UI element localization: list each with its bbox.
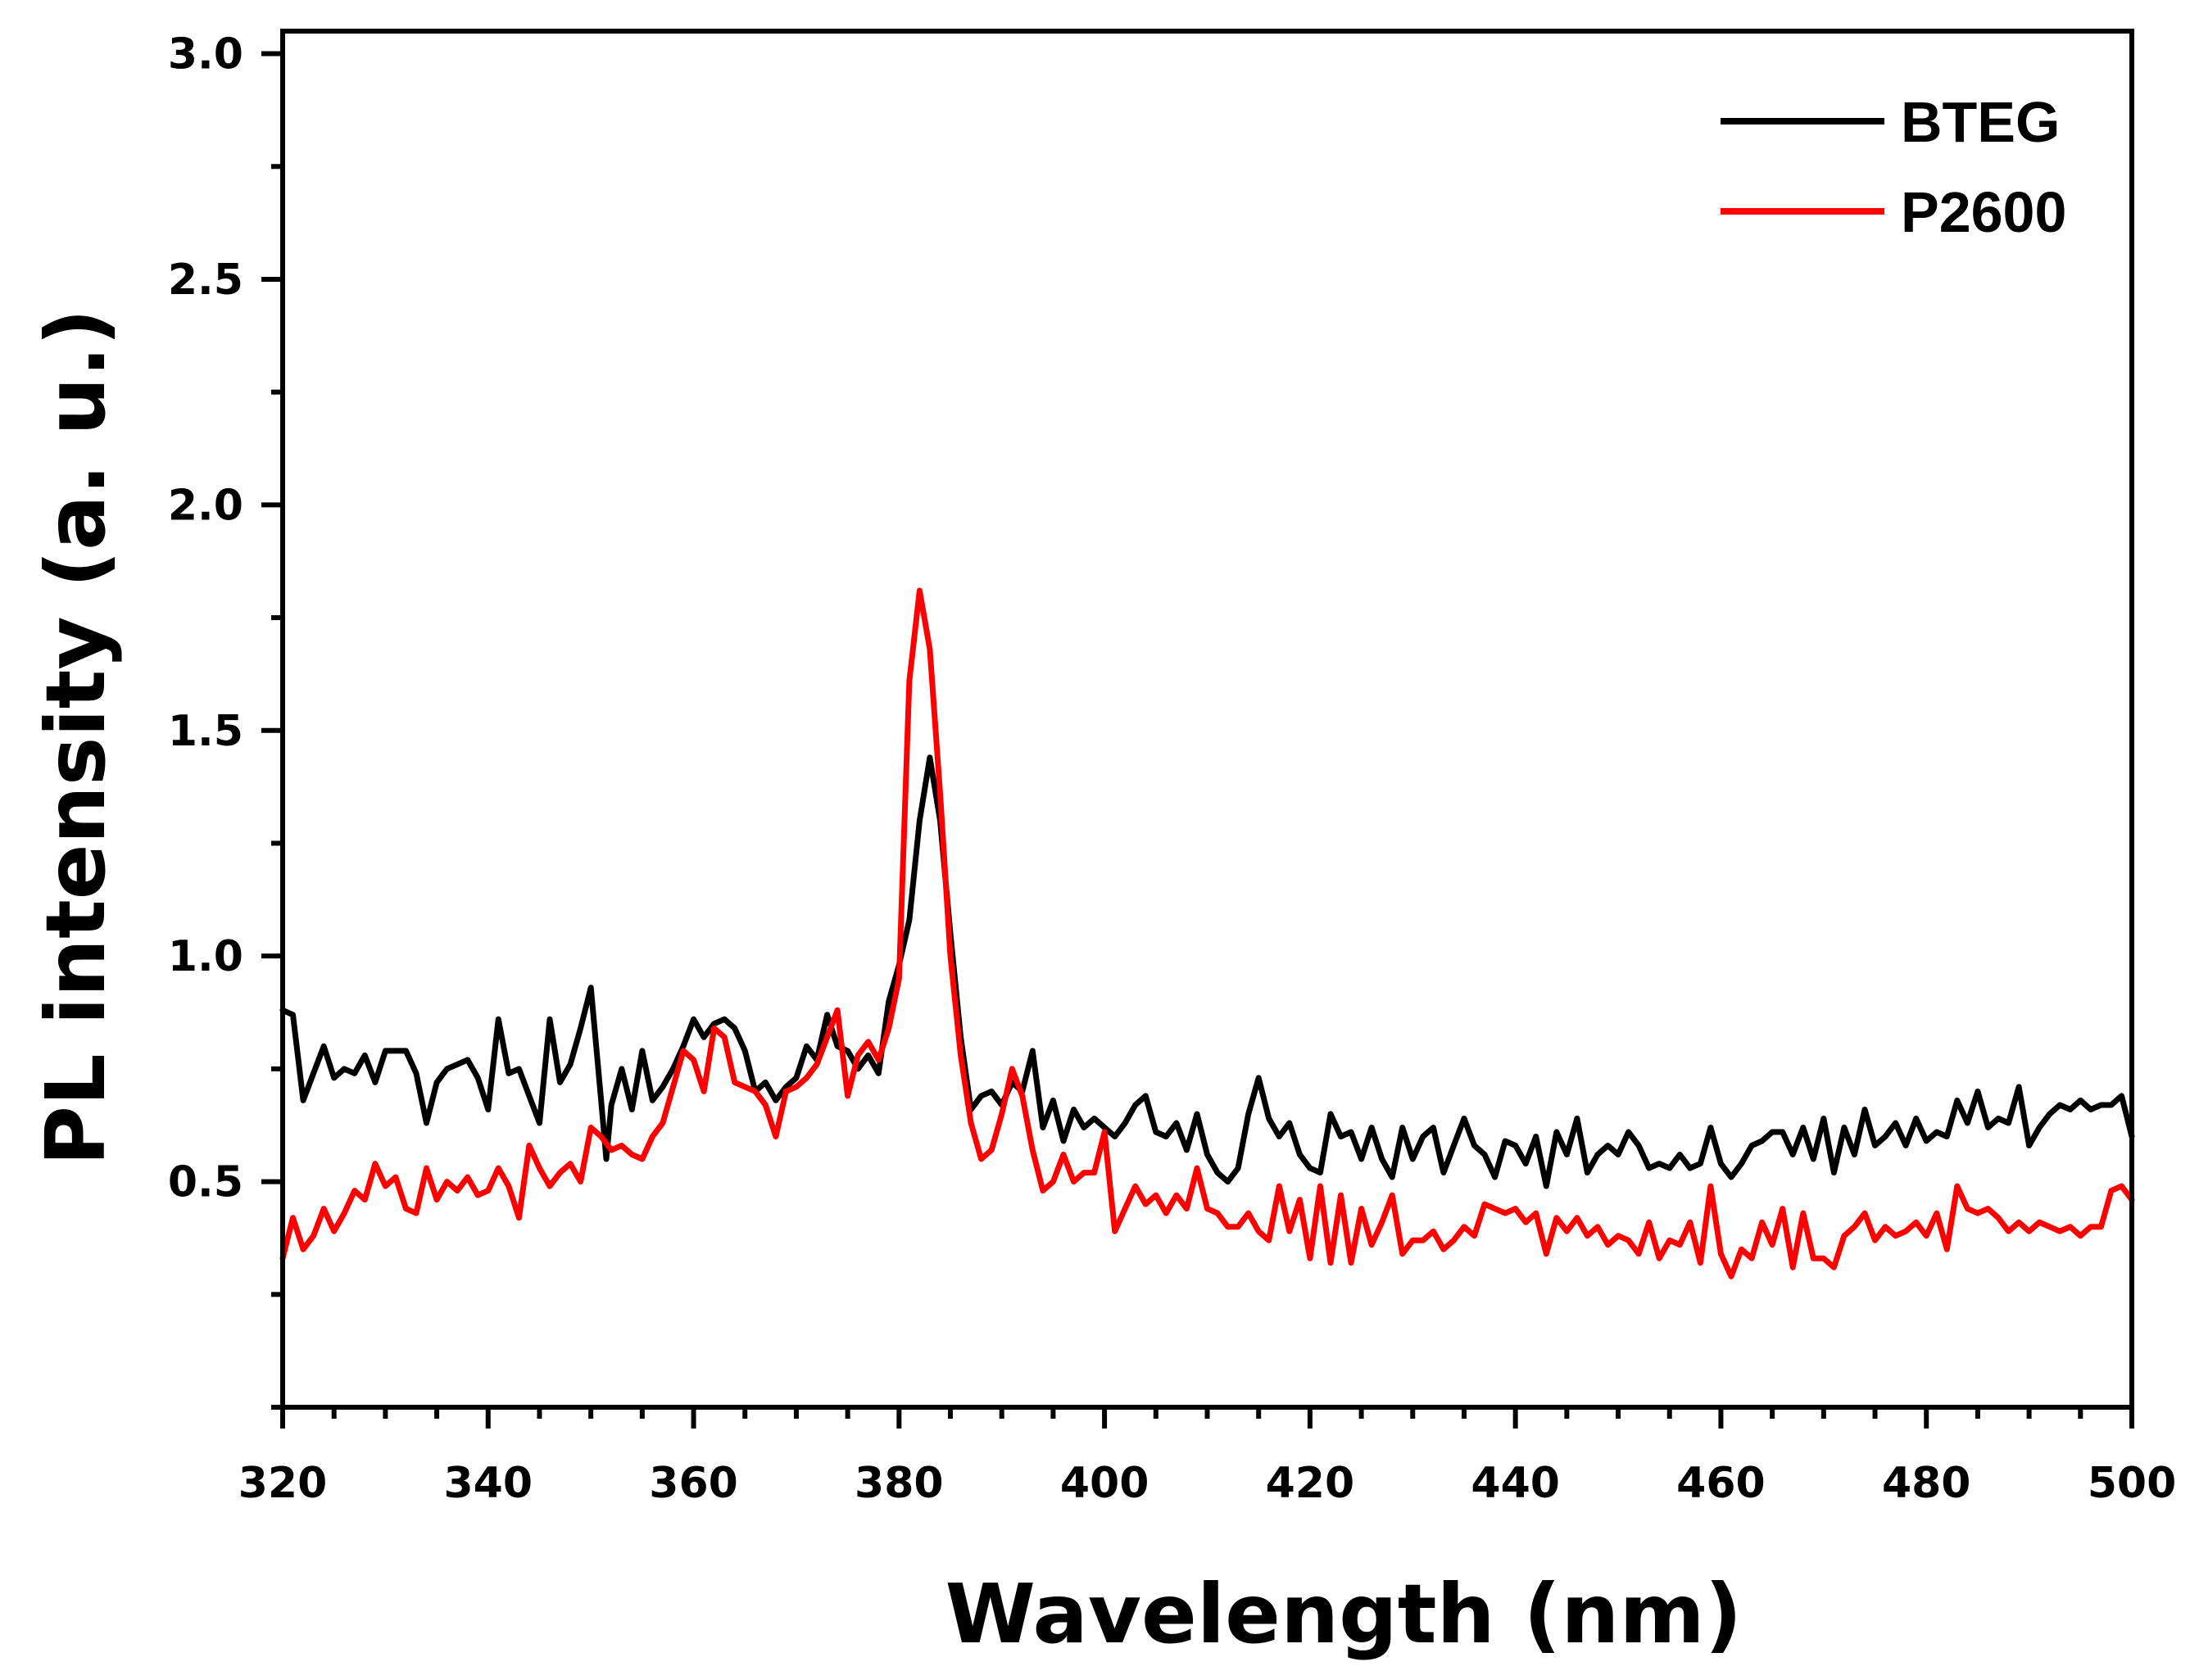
x-tick-label: 420 bbox=[1266, 1459, 1355, 1508]
x-tick-label: 380 bbox=[855, 1459, 944, 1508]
y-tick-label: 3.0 bbox=[168, 30, 243, 79]
x-tick-label: 320 bbox=[238, 1459, 328, 1508]
series-line-p2600 bbox=[279, 587, 2135, 1279]
legend-label-bteg: BTEG bbox=[1901, 90, 2060, 154]
x-axis-ticks bbox=[280, 1407, 2134, 1429]
y-tick-label: 2.5 bbox=[168, 256, 243, 305]
y-axis-tick-labels: 0.5 1.0 1.5 2.0 2.5 3.0 bbox=[168, 30, 243, 1207]
x-tick-label: 400 bbox=[1060, 1459, 1149, 1508]
y-tick-label: 2.0 bbox=[168, 481, 243, 530]
x-tick-label: 340 bbox=[444, 1459, 533, 1508]
y-tick-label: 1.5 bbox=[168, 707, 243, 756]
x-axis-tick-labels: 320 340 360 380 400 420 440 460 480 500 bbox=[238, 1459, 2177, 1508]
series-line-bteg bbox=[279, 754, 2135, 1189]
x-tick-label: 480 bbox=[1882, 1459, 1971, 1508]
y-tick-label: 1.0 bbox=[168, 932, 243, 981]
x-tick-label: 460 bbox=[1676, 1459, 1766, 1508]
plot-area bbox=[279, 587, 2135, 1279]
x-axis-title: Wavelength (nm) bbox=[945, 1566, 1743, 1662]
y-axis-ticks bbox=[261, 51, 283, 1410]
x-tick-label: 440 bbox=[1471, 1459, 1560, 1508]
series-layer bbox=[279, 587, 2135, 1279]
x-tick-label: 360 bbox=[649, 1459, 738, 1508]
legend: BTEG P2600 bbox=[1721, 90, 2066, 244]
y-axis-title: PL intensity (a. u.) bbox=[28, 309, 124, 1166]
legend-label-p2600: P2600 bbox=[1901, 180, 2066, 244]
y-tick-label: 0.5 bbox=[168, 1158, 243, 1207]
x-tick-label: 500 bbox=[2088, 1459, 2177, 1508]
